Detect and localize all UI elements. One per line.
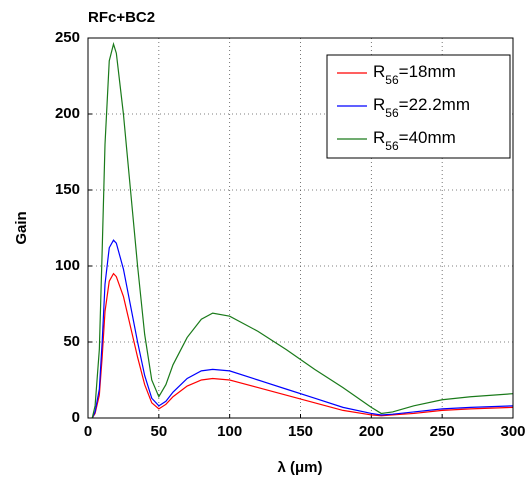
line-series [91,272,514,419]
x-axis-label: λ (μm) [277,459,322,476]
x-tick-label: 150 [288,423,313,440]
y-tick-label: 100 [55,257,80,274]
legend-label: R56=40mm [373,128,456,153]
y-tick-label: 50 [63,333,80,350]
line-series [91,41,514,419]
x-tick-label: 200 [359,423,384,440]
x-tick-label: 100 [217,423,242,440]
line-series [91,239,514,419]
plot-frame [87,37,514,419]
y-tick-label: 150 [55,181,80,198]
x-tick-label: 0 [84,423,92,440]
y-tick-label: 0 [72,409,80,426]
y-axis-label: Gain [13,211,30,244]
legend-label: R56=22.2mm [373,95,470,120]
x-tick-label: 300 [500,423,525,440]
chart-title: RFc+BC2 [88,9,155,26]
x-tick-label: 50 [150,423,167,440]
legend-label: R56=18mm [373,62,456,87]
y-tick-label: 200 [55,105,80,122]
x-tick-label: 250 [430,423,455,440]
y-tick-label: 250 [55,29,80,46]
